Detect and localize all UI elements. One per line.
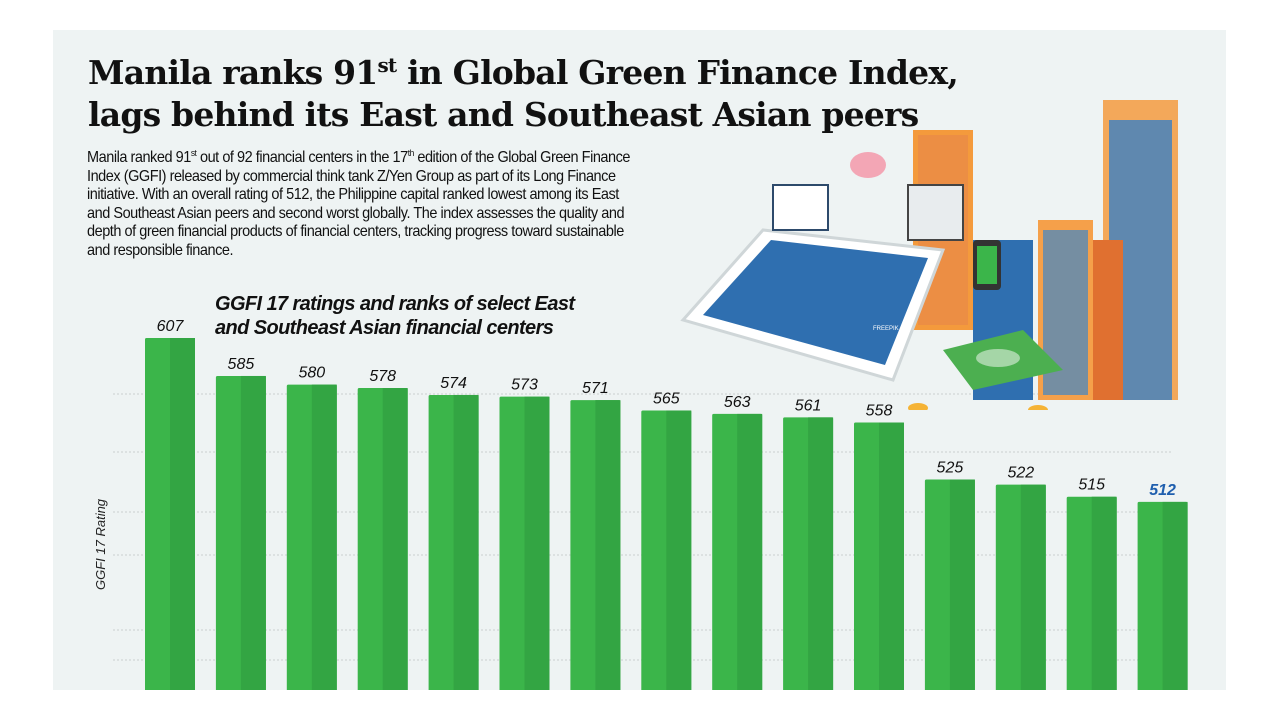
bar-value-label: 563 — [724, 394, 751, 411]
city-finance-illustration: FREEPIK — [680, 100, 1178, 410]
bar-value-label: 561 — [795, 397, 822, 414]
bar-value-label: 515 — [1078, 477, 1105, 494]
bar — [1066, 496, 1117, 690]
calculator — [907, 184, 964, 241]
bar-value-label: 578 — [369, 368, 396, 385]
piggy-bank — [850, 152, 886, 178]
bar-value-label: 585 — [228, 356, 255, 373]
coin — [908, 403, 928, 410]
y-axis-label: GGFI 17 Rating — [93, 498, 108, 590]
bar-value-label: 565 — [653, 390, 680, 407]
bar — [570, 400, 621, 690]
bar — [641, 410, 692, 690]
bar-value-label: 580 — [298, 365, 325, 382]
bar — [286, 384, 337, 690]
watermark: FREEPIK — [873, 326, 899, 332]
bar-value-label: 558 — [866, 403, 893, 420]
tablet-screen — [703, 240, 928, 365]
bar — [854, 422, 904, 690]
bar-value-label: 522 — [1007, 465, 1034, 482]
bar — [924, 479, 975, 690]
bar — [783, 417, 834, 690]
bar — [712, 413, 763, 690]
coin — [1028, 405, 1048, 410]
page-title: Manila ranks 91st in Global Green Financ… — [88, 53, 959, 134]
bar — [995, 484, 1046, 690]
bar — [215, 375, 266, 690]
calendar-board — [772, 184, 829, 231]
bar — [428, 394, 479, 690]
bar-value-label: 574 — [440, 375, 467, 392]
bar — [357, 388, 408, 690]
intro-paragraph: Manila ranked 91st out of 92 financial c… — [87, 147, 631, 259]
bar-value-label: 512 — [1149, 482, 1176, 499]
bar-value-label: 573 — [511, 377, 538, 394]
bar-chart: 607 585 580 578 574 573 571 565 563 561 558 525 522 5… — [113, 318, 1188, 690]
bar-value-label: 607 — [157, 318, 185, 335]
bar — [499, 396, 550, 690]
bar — [145, 338, 195, 690]
bar-value-label: 571 — [582, 380, 609, 397]
chart-title: GGFI 17 ratings and ranks of select East… — [215, 293, 575, 339]
infographic-panel: 607 585 580 578 574 573 571 565 563 561 558 525 522 5… — [53, 30, 1226, 690]
bar-value-label: 525 — [937, 459, 964, 476]
bar — [1137, 501, 1188, 690]
